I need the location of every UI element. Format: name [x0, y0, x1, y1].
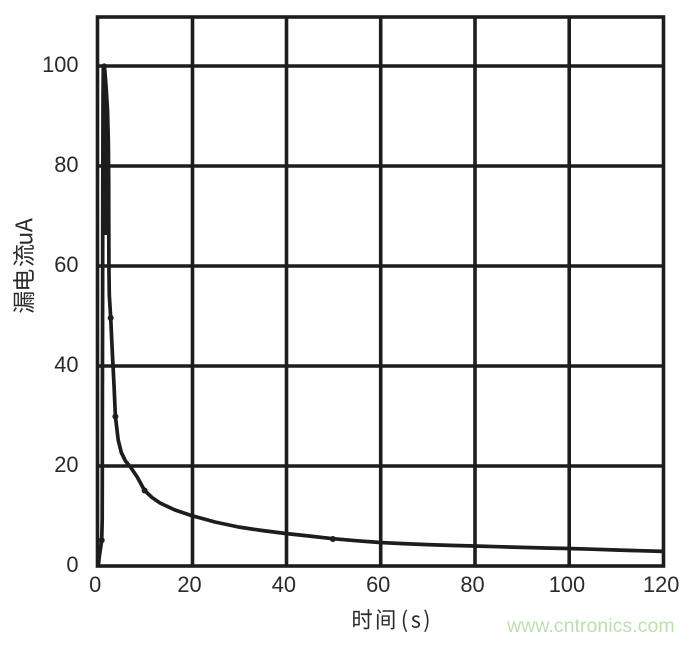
svg-text:80: 80 — [460, 572, 484, 597]
svg-text:40: 40 — [54, 352, 78, 377]
svg-text:www.cntronics.com: www.cntronics.com — [506, 615, 675, 637]
svg-text:40: 40 — [272, 572, 296, 597]
svg-text:100: 100 — [42, 52, 78, 77]
svg-text:20: 20 — [177, 572, 201, 597]
svg-text:20: 20 — [54, 452, 78, 477]
svg-text:60: 60 — [54, 252, 78, 277]
svg-text:60: 60 — [366, 572, 390, 597]
svg-text:0: 0 — [66, 552, 78, 577]
svg-text:80: 80 — [54, 152, 78, 177]
svg-text:100: 100 — [549, 572, 585, 597]
svg-text:0: 0 — [89, 572, 101, 597]
svg-text:120: 120 — [643, 572, 679, 597]
